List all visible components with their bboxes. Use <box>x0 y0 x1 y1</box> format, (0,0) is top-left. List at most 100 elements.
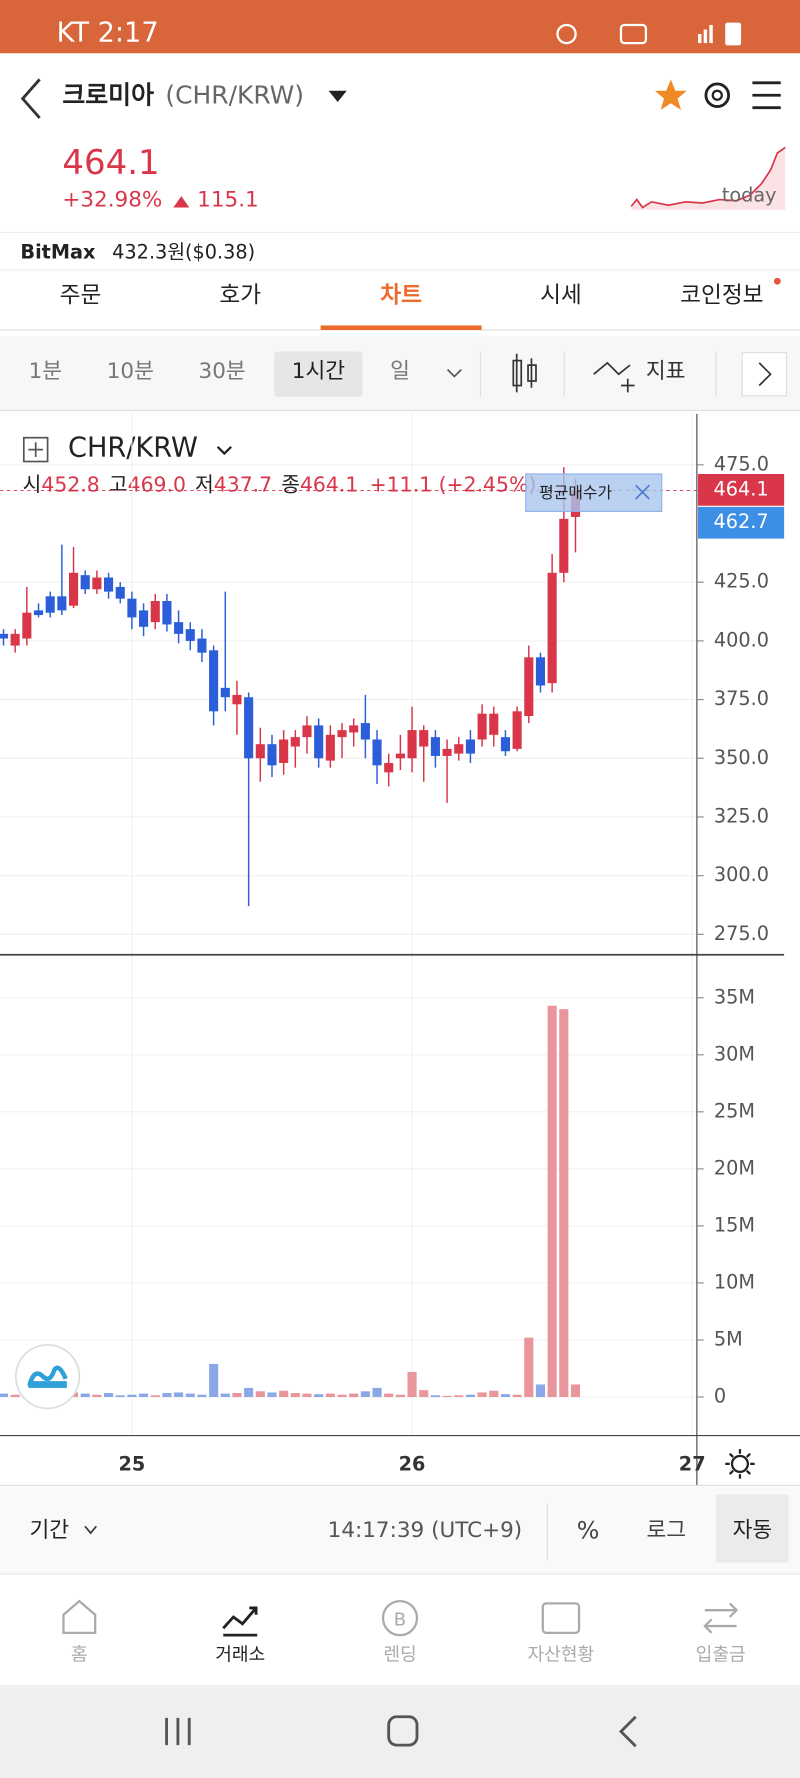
candle-body <box>442 748 452 756</box>
y-tick-label: 15M <box>714 1213 755 1236</box>
ohlc-legend: 시452.8 고469.0 저437.7 종464.1 +11.1 (+2.45%) <box>23 472 537 496</box>
nav-item[interactable]: 홈 <box>71 1645 88 1666</box>
interval-bar <box>0 335 800 411</box>
chart-symbol[interactable]: CHR/KRW <box>68 433 198 464</box>
ohlc-key: 저 <box>195 472 214 496</box>
indicator-label[interactable]: 지표 <box>646 359 686 384</box>
lending-icon-glyph: B <box>394 1609 406 1630</box>
volume-bar <box>360 1391 370 1398</box>
tab[interactable]: 코인정보 <box>680 282 763 308</box>
candle-body <box>430 737 440 756</box>
back-button[interactable] <box>20 78 41 119</box>
candle-body <box>524 657 534 717</box>
candle-body <box>33 610 44 616</box>
nav-item[interactable]: 렌딩 <box>383 1645 416 1666</box>
scroll-right[interactable] <box>741 352 787 397</box>
sparkline-label: today <box>722 184 777 207</box>
volume-bar <box>255 1391 265 1398</box>
volume-bar <box>209 1363 219 1398</box>
volume-bar <box>314 1394 324 1398</box>
volume-bar <box>489 1390 499 1398</box>
interval[interactable]: 1시간 <box>292 359 345 384</box>
volume-bar <box>10 1394 20 1398</box>
chart-settings[interactable] <box>725 1449 755 1479</box>
y-tick-label: 425.0 <box>714 570 769 593</box>
scroll-right-arrow <box>758 362 772 387</box>
candle-body <box>290 737 300 747</box>
avg-price-close[interactable] <box>635 484 650 500</box>
candle-body <box>139 610 149 627</box>
tab[interactable]: 호가 <box>219 282 261 308</box>
volume-bar <box>150 1395 160 1398</box>
interval[interactable]: 10분 <box>107 359 154 384</box>
last-price: 464.1 <box>62 143 159 183</box>
candle-body <box>349 725 359 733</box>
menu-button[interactable] <box>752 81 781 110</box>
ohlc-value: 437.7 <box>214 472 272 496</box>
change-pct: +32.98% <box>62 188 162 213</box>
candle-type-button[interactable] <box>512 353 537 393</box>
candle-body <box>419 730 429 747</box>
volume-bar <box>559 1009 569 1398</box>
volume-bar <box>197 1394 207 1398</box>
interval[interactable]: 30분 <box>199 359 246 384</box>
drawing-tool-button[interactable] <box>15 1343 81 1410</box>
interval-chevron[interactable] <box>446 369 462 378</box>
log-button[interactable]: 로그 <box>646 1518 686 1543</box>
x-tick-label: 26 <box>399 1453 426 1476</box>
coin-pair: (CHR/KRW) <box>165 80 304 109</box>
candle-body <box>337 730 347 738</box>
nav-item[interactable]: 거래소 <box>215 1645 265 1666</box>
ohlc-change: +11.1 (+2.45%) <box>370 472 537 496</box>
volume-bar <box>337 1394 347 1398</box>
volume-bar <box>535 1384 546 1398</box>
indicator-icon[interactable] <box>593 361 635 393</box>
y-tick-label: 400.0 <box>714 628 769 651</box>
auto-button[interactable]: 자동 <box>733 1518 773 1543</box>
candle-body <box>197 638 207 653</box>
system-nav <box>0 1685 800 1778</box>
volume-bar <box>395 1394 405 1398</box>
volume-bar <box>430 1395 440 1398</box>
volume-bar <box>465 1394 475 1398</box>
nav-icons <box>62 1599 739 1637</box>
volume-bar <box>290 1393 300 1398</box>
interval[interactable]: 일 <box>390 359 410 384</box>
tab[interactable]: 주문 <box>60 282 102 308</box>
volume-bar <box>80 1393 90 1398</box>
candle-body <box>22 612 32 639</box>
nav-item[interactable]: 입출금 <box>696 1645 746 1666</box>
candle-body <box>279 739 289 763</box>
candle-body <box>115 586 125 599</box>
settings-button[interactable] <box>704 82 731 109</box>
period-button[interactable]: 기간 <box>29 1518 69 1543</box>
nav-item[interactable]: 자산현황 <box>528 1645 595 1666</box>
avg-price-tag-label: 462.7 <box>714 510 769 533</box>
favorite-star[interactable] <box>654 79 687 110</box>
symbol-chevron[interactable] <box>216 445 232 456</box>
y-tick-label: 350.0 <box>714 746 769 769</box>
volume-bar <box>454 1395 464 1398</box>
tab[interactable]: 차트 <box>380 282 422 308</box>
volume-bar <box>279 1390 289 1398</box>
volume-bar <box>162 1393 172 1398</box>
percent-button[interactable]: % <box>577 1516 600 1544</box>
tab[interactable]: 시세 <box>540 282 582 308</box>
candle-body <box>384 762 394 773</box>
up-arrow <box>173 196 190 208</box>
volume-bar <box>442 1395 452 1398</box>
interval[interactable]: 1분 <box>29 359 62 384</box>
volume-bar <box>547 1005 557 1398</box>
new-dot <box>773 277 781 285</box>
change-amount: 115.1 <box>197 188 259 213</box>
add-chart-button[interactable] <box>22 436 49 463</box>
period-chevron[interactable] <box>84 1525 97 1535</box>
system-buttons[interactable] <box>165 1715 637 1748</box>
pair-dropdown[interactable] <box>328 90 347 103</box>
candle-body <box>244 697 254 759</box>
last-price-tag-label: 464.1 <box>714 477 769 500</box>
last-price-tag <box>698 473 785 506</box>
y-tick-label: 275.0 <box>714 922 769 945</box>
volume-bar <box>512 1394 522 1398</box>
